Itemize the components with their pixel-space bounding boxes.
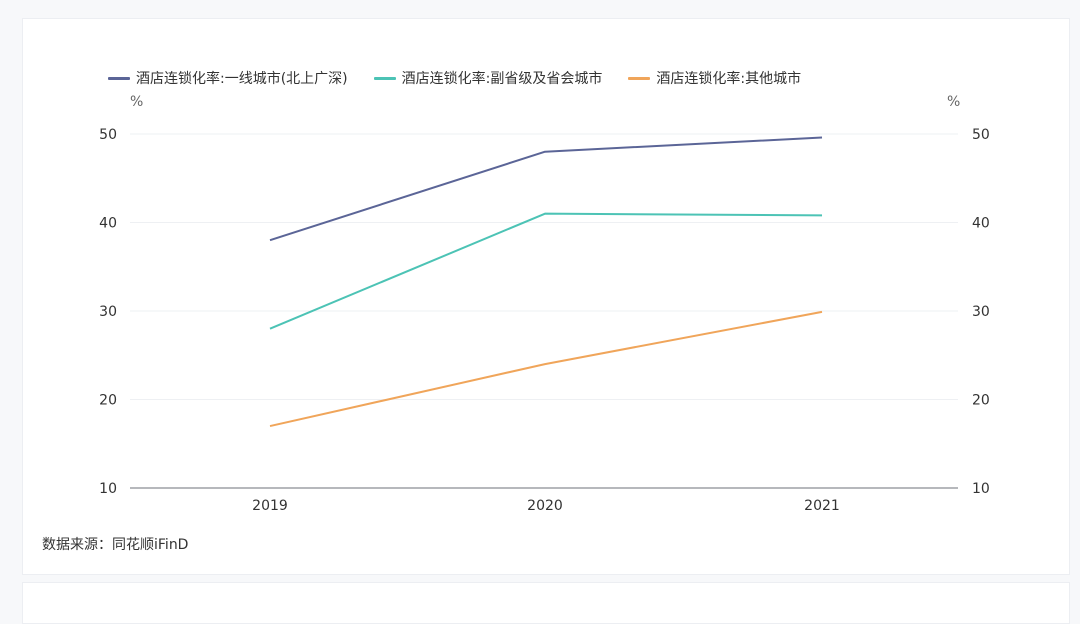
y-tick-label-right: 50 <box>972 127 990 143</box>
y-tick-label-left: 40 <box>99 216 117 232</box>
y-tick-label-right: 40 <box>972 216 990 232</box>
y-tick-label-left: 20 <box>99 393 117 409</box>
y-tick-label-right: 20 <box>972 393 990 409</box>
series-line-2 <box>270 312 822 426</box>
x-tick-label: 2019 <box>252 498 288 514</box>
y-tick-label-left: 50 <box>99 127 117 143</box>
data-source: 数据来源：同花顺iFinD <box>42 534 188 554</box>
y-tick-label-right: 10 <box>972 481 990 497</box>
y-tick-label-left: 30 <box>99 304 117 320</box>
series-line-0 <box>270 138 822 241</box>
y-tick-label-left: 10 <box>99 481 117 497</box>
x-tick-label: 2020 <box>527 498 563 514</box>
x-tick-label: 2021 <box>804 498 840 514</box>
y-tick-label-right: 30 <box>972 304 990 320</box>
